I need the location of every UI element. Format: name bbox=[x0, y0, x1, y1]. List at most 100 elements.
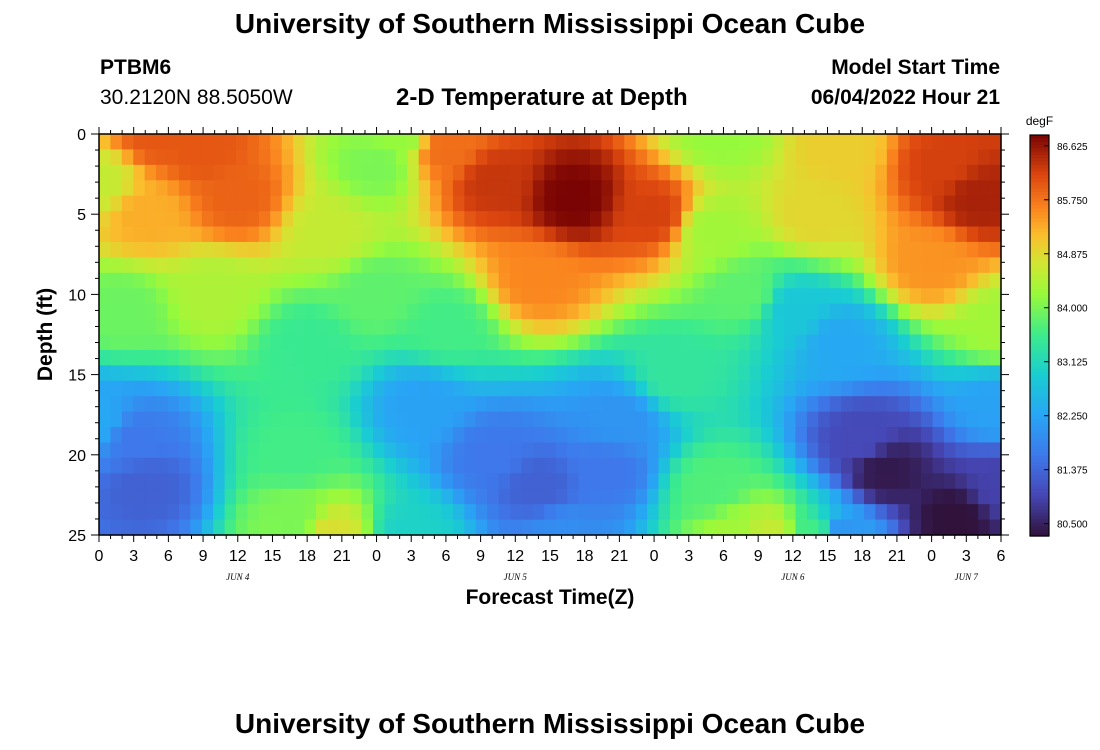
heatmap-cell bbox=[532, 303, 545, 320]
heatmap-cell bbox=[213, 319, 226, 336]
heatmap-cell bbox=[475, 288, 488, 305]
heatmap-cell bbox=[281, 427, 294, 444]
heatmap-cell bbox=[875, 442, 888, 459]
heatmap-cell bbox=[829, 427, 842, 444]
heatmap-cell bbox=[213, 195, 226, 212]
heatmap-cell bbox=[555, 272, 568, 289]
heatmap-cell bbox=[361, 149, 374, 166]
heatmap-cell bbox=[966, 257, 979, 274]
heatmap-cell bbox=[932, 319, 945, 336]
heatmap-cell bbox=[350, 195, 363, 212]
heatmap-cell bbox=[658, 195, 671, 212]
colorbar-segment bbox=[1030, 482, 1049, 487]
heatmap-cell bbox=[144, 303, 157, 320]
heatmap-cell bbox=[647, 334, 660, 351]
heatmap-cell bbox=[224, 164, 237, 181]
heatmap-cell bbox=[373, 473, 386, 490]
heatmap-cell bbox=[258, 473, 271, 490]
heatmap-cell bbox=[304, 488, 317, 505]
heatmap-cell bbox=[464, 442, 477, 459]
heatmap-cell bbox=[304, 442, 317, 459]
heatmap-cell bbox=[601, 396, 614, 413]
heatmap-cell bbox=[898, 257, 911, 274]
heatmap-cell bbox=[247, 442, 260, 459]
colorbar-segment bbox=[1030, 479, 1049, 484]
colorbar-segment bbox=[1030, 181, 1049, 186]
colorbar-segment bbox=[1030, 409, 1049, 413]
heatmap-cell bbox=[567, 272, 580, 289]
heatmap-cell bbox=[966, 149, 979, 166]
heatmap-cell bbox=[498, 272, 511, 289]
heatmap-cell bbox=[532, 519, 545, 536]
heatmap-cell bbox=[407, 365, 420, 382]
heatmap-cell bbox=[681, 257, 694, 274]
heatmap-cell bbox=[487, 519, 500, 536]
colorbar-segment bbox=[1030, 352, 1049, 357]
heatmap-cell bbox=[167, 334, 180, 351]
heatmap-cell bbox=[418, 396, 431, 413]
heatmap-cell bbox=[395, 134, 408, 151]
heatmap-cell bbox=[715, 427, 728, 444]
heatmap-cell bbox=[167, 288, 180, 305]
heatmap-cell bbox=[978, 288, 991, 305]
heatmap-cell bbox=[647, 411, 660, 428]
heatmap-cell bbox=[943, 272, 956, 289]
heatmap-cell bbox=[133, 396, 146, 413]
heatmap-cell bbox=[612, 195, 625, 212]
heatmap-cell bbox=[612, 272, 625, 289]
heatmap-cell bbox=[875, 411, 888, 428]
heatmap-cell bbox=[178, 241, 191, 258]
heatmap-cell bbox=[293, 226, 306, 243]
heatmap-cell bbox=[932, 365, 945, 382]
heatmap-cell bbox=[681, 164, 694, 181]
colorbar-segment bbox=[1030, 505, 1049, 510]
heatmap-cell bbox=[407, 164, 420, 181]
heatmap-cell bbox=[829, 211, 842, 228]
heatmap-cell bbox=[121, 226, 134, 243]
heatmap-cell bbox=[932, 396, 945, 413]
heatmap-cell bbox=[510, 272, 523, 289]
heatmap-cell bbox=[544, 195, 557, 212]
heatmap-cell bbox=[829, 519, 842, 536]
heatmap-cell bbox=[955, 319, 968, 336]
heatmap-cell bbox=[236, 488, 249, 505]
heatmap-cell bbox=[178, 457, 191, 474]
heatmap-cell bbox=[201, 349, 214, 366]
heatmap-cell bbox=[932, 411, 945, 428]
heatmap-cell bbox=[921, 488, 934, 505]
heatmap-cell bbox=[133, 319, 146, 336]
heatmap-cell bbox=[258, 164, 271, 181]
heatmap-cell bbox=[327, 442, 340, 459]
heatmap-cell bbox=[236, 319, 249, 336]
heatmap-cell bbox=[361, 349, 374, 366]
heatmap-cell bbox=[635, 288, 648, 305]
x-tick-label: 12 bbox=[506, 548, 524, 565]
heatmap-cell bbox=[921, 457, 934, 474]
heatmap-cell bbox=[213, 380, 226, 397]
heatmap-cell bbox=[875, 504, 888, 521]
heatmap-cell bbox=[932, 442, 945, 459]
heatmap-cell bbox=[601, 211, 614, 228]
heatmap-cell bbox=[578, 195, 591, 212]
heatmap-cell bbox=[258, 411, 271, 428]
heatmap-cell bbox=[430, 303, 443, 320]
colorbar-segment bbox=[1030, 425, 1049, 430]
heatmap-cell bbox=[350, 134, 363, 151]
heatmap-cell bbox=[658, 519, 671, 536]
heatmap-cell bbox=[612, 288, 625, 305]
heatmap-cell bbox=[224, 427, 237, 444]
heatmap-cell bbox=[978, 380, 991, 397]
heatmap-cell bbox=[384, 411, 397, 428]
chart-subtitle: 2-D Temperature at Depth bbox=[396, 84, 688, 111]
heatmap-cell bbox=[658, 380, 671, 397]
colorbar-segment bbox=[1030, 462, 1049, 467]
heatmap-cell bbox=[726, 427, 739, 444]
heatmap-cell bbox=[784, 334, 797, 351]
colorbar-segment bbox=[1030, 325, 1049, 330]
heatmap-cell bbox=[532, 164, 545, 181]
heatmap-cell bbox=[247, 457, 260, 474]
heatmap-cell bbox=[110, 226, 123, 243]
heatmap-cell bbox=[190, 134, 203, 151]
heatmap-cell bbox=[647, 396, 660, 413]
heatmap-cell bbox=[795, 272, 808, 289]
